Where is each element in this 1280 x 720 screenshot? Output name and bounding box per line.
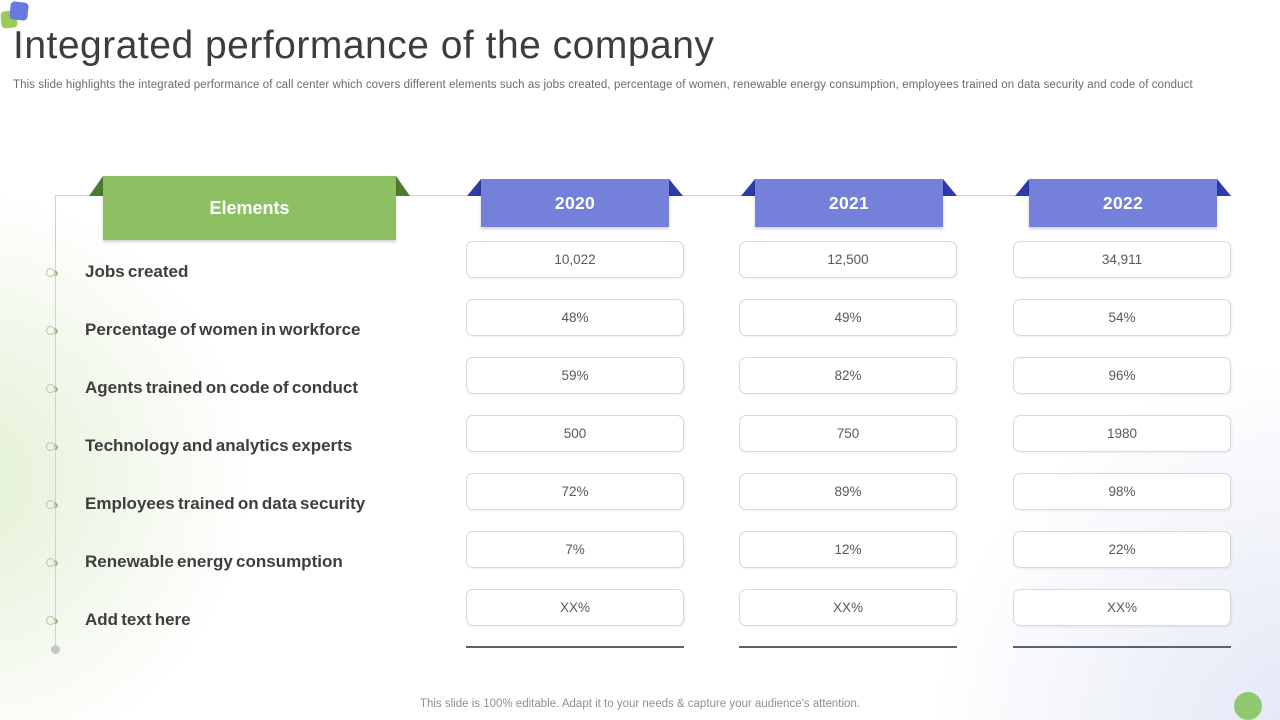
ribbon-fold-icon [741,179,755,196]
column-header-label: 2022 [1102,192,1144,213]
table-cell: 22% [1013,531,1231,568]
bullet-icon: › [46,322,66,338]
bullet-icon: › [46,612,66,628]
bullet-icon: › [46,380,66,396]
column-header-2022: 2022 [1029,179,1217,227]
table-cell: 750 [739,415,957,452]
ribbon-fold-icon [669,179,683,196]
column-baseline [1013,646,1231,648]
column-header-elements: Elements [103,176,396,240]
corner-accent-dot-icon [1234,692,1262,720]
table-cell: 96% [1013,357,1231,394]
bullet-icon: › [46,438,66,454]
table-cell: 48% [466,299,684,336]
table-cell: 72% [466,473,684,510]
table-cell: 12,500 [739,241,957,278]
table-cell: 1980 [1013,415,1231,452]
table-cell: 10,022 [466,241,684,278]
table-cell: 34,911 [1013,241,1231,278]
table-cell: 59% [466,357,684,394]
timeline-end-dot-icon [51,645,60,654]
row-label: Agents trained on code of conduct [85,378,359,397]
ribbon-fold-icon [1217,179,1231,196]
row-label: Jobs created [85,262,189,281]
table-cell: 89% [739,473,957,510]
logo-blue-square [9,1,29,21]
ribbon-fold-icon [89,176,103,196]
column-header-label: 2020 [554,192,596,213]
table-cell: 82% [739,357,957,394]
ribbon-fold-icon [467,179,481,196]
bullet-icon: › [46,496,66,512]
table-cell: 500 [466,415,684,452]
ribbon-fold-icon [396,176,410,196]
column-header-label: 2021 [828,192,870,213]
column-baseline [739,646,957,648]
ribbon-fold-icon [1015,179,1029,196]
row-label: Renewable energy consumption [85,552,343,571]
table-cell: 7% [466,531,684,568]
column-header-2021: 2021 [755,179,943,227]
table-cell: 98% [1013,473,1231,510]
ribbon-fold-icon [943,179,957,196]
table-cell: XX% [466,589,684,626]
slide-subtitle: This slide highlights the integrated per… [13,79,1193,91]
left-timeline-line [55,195,56,649]
row-label: Technology and analytics experts [85,436,353,455]
column-header-2020: 2020 [481,179,669,227]
column-baseline [466,646,684,648]
row-label: Employees trained on data security [85,494,366,513]
bullet-icon: › [46,264,66,280]
slide-title: Integrated performance of the company [13,24,715,67]
row-label: Percentage of women in workforce [85,320,361,339]
table-cell: 12% [739,531,957,568]
row-label: Add text here [85,610,191,629]
column-header-label: Elements [209,197,290,218]
bullet-icon: › [46,554,66,570]
table-cell: 49% [739,299,957,336]
table-cell: XX% [739,589,957,626]
footer-note: This slide is 100% editable. Adapt it to… [419,698,861,710]
table-cell: XX% [1013,589,1231,626]
table-cell: 54% [1013,299,1231,336]
